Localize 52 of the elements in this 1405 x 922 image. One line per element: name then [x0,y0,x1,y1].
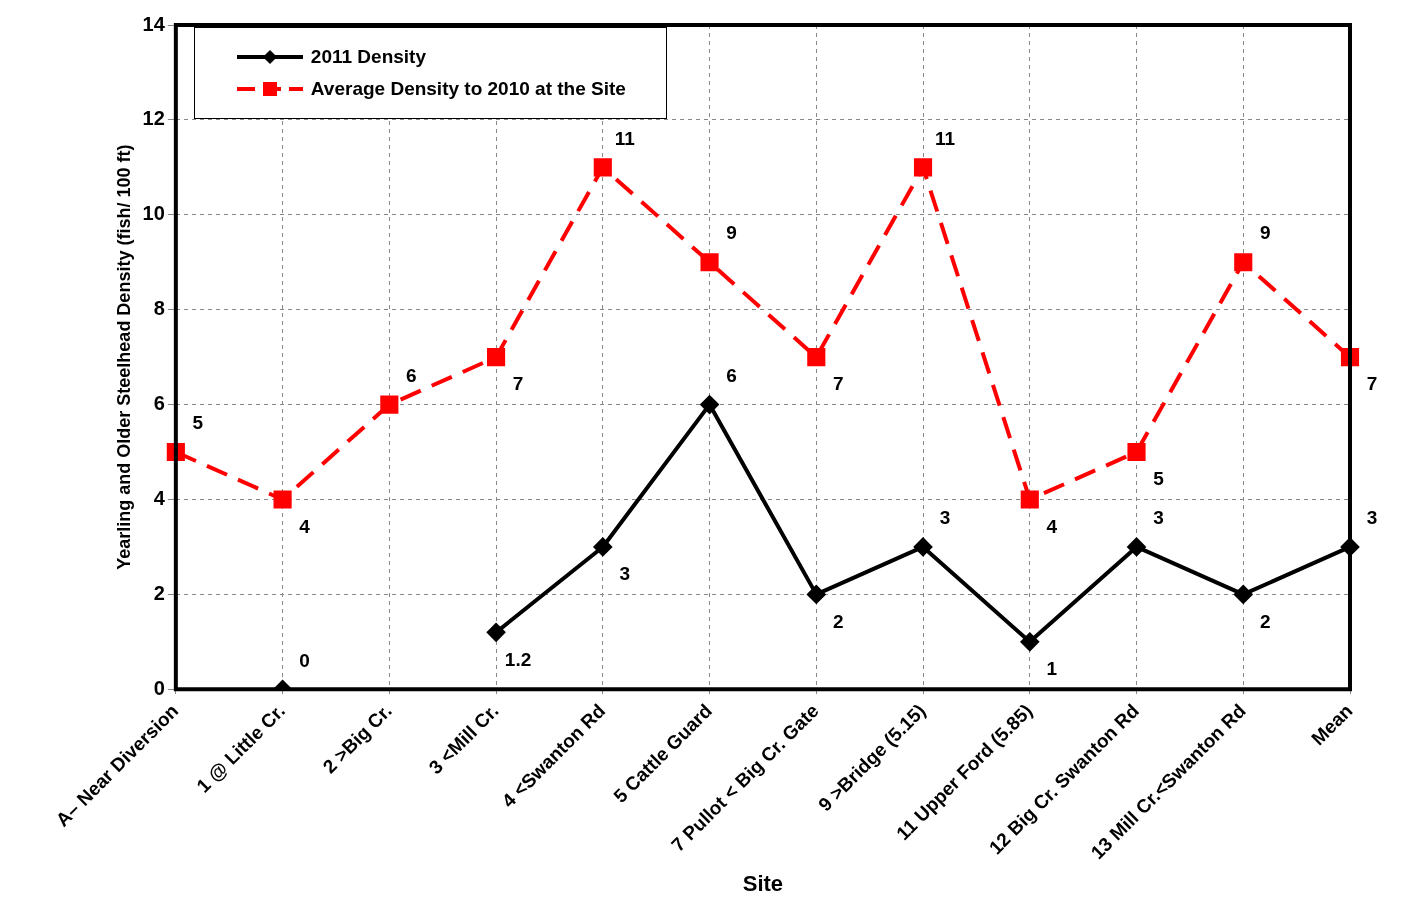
point [700,253,719,272]
data-label: 3 [1153,507,1164,529]
data-label: 7 [833,373,844,395]
point [1234,585,1253,604]
point [273,490,292,509]
point [1020,632,1039,651]
data-label: 6 [406,364,417,386]
data-label: 5 [1153,468,1165,490]
y-tick-label: 0 [153,676,165,699]
point [593,537,612,556]
point [1020,490,1039,509]
data-label: 0 [299,649,310,671]
data-label: 9 [726,222,737,244]
data-label: 3 [1366,507,1378,529]
point [1127,442,1146,462]
data-label: 1.2 [504,648,532,670]
data-label: 4 [1046,515,1058,537]
data-label: 2 [833,610,844,632]
data-label: 3 [939,507,951,529]
y-tick-label: 12 [142,107,165,130]
data-label: 7 [512,373,524,395]
y-tick-label: 2 [153,581,165,604]
legend-label: 2011 Density [310,46,426,68]
data-label: 1 [1046,658,1058,680]
data-label: 5 [192,412,204,434]
point [807,348,826,367]
y-tick-label: 8 [153,297,165,320]
legend-label: Average Density to 2010 at the Site [310,78,626,100]
y-tick-label: 14 [142,12,166,35]
point [593,158,612,177]
point [700,395,719,414]
data-label: 11 [614,127,636,149]
y-tick-label: 4 [153,487,166,510]
y-tick-label: 10 [142,202,165,225]
data-label: 3 [619,563,631,585]
data-label: 7 [1366,373,1378,395]
data-label: 2 [1259,610,1271,632]
point [380,395,399,414]
data-label: 6 [726,364,737,386]
point [914,537,933,556]
point [1127,537,1146,556]
data-label: 11 [934,127,956,149]
x-axis-title: Site [742,870,784,896]
y-tick-label: 6 [153,392,165,415]
point [807,585,826,604]
point [913,158,933,177]
point [487,623,506,642]
data-label: 9 [1259,222,1271,244]
data-label: 4 [299,515,311,537]
point [487,348,506,367]
point [1234,253,1253,272]
y-axis-title: Yearling and Older Steelhead Density (fish/ 100 ft) [113,144,134,570]
